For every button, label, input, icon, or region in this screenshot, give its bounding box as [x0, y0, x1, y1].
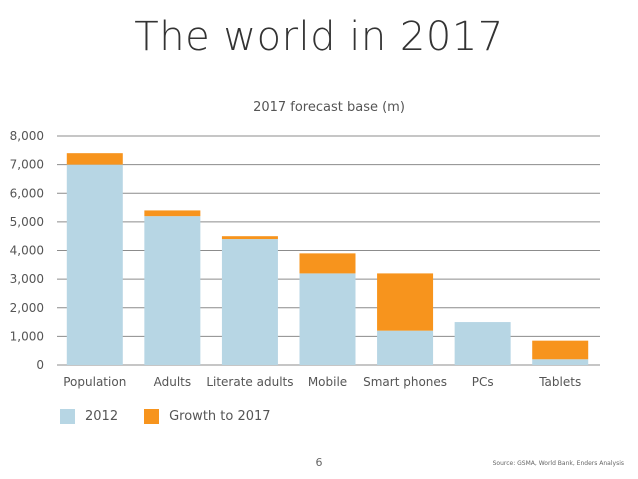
- legend: 2012 Growth to 2017: [60, 404, 297, 428]
- bar-2012-literate-adults: [221, 239, 278, 365]
- bar-2012-adults: [144, 216, 201, 365]
- legend-swatch-growth: [144, 408, 160, 424]
- legend-item-growth: Growth to 2017: [144, 408, 271, 424]
- bar-2012-pcs: [454, 322, 511, 365]
- bar-growth-literate-adults: [221, 236, 278, 240]
- x-tick-label: Tablets: [538, 375, 581, 389]
- y-tick-label: 4,000: [10, 244, 44, 258]
- chart-title: 2017 forecast base (m): [253, 100, 405, 115]
- y-axis-tick-labels: 0 1,000 2,000 3,000 4,000 5,000 6,000 7,000 8,00…: [10, 129, 44, 372]
- bar-growth-adults: [144, 210, 201, 217]
- bar-2012-population: [66, 164, 123, 365]
- y-tick-label: 0: [36, 358, 44, 372]
- bar-2012-smart-phones: [377, 330, 434, 365]
- x-tick-label: Adults: [154, 375, 192, 389]
- y-tick-label: 7,000: [10, 158, 44, 172]
- legend-swatch-2012: [60, 408, 75, 424]
- legend-item-2012: 2012: [60, 408, 119, 424]
- x-tick-label: PCs: [472, 375, 494, 389]
- legend-label-growth: Growth to 2017: [169, 408, 271, 424]
- bar-2012-tablets: [532, 359, 589, 365]
- y-tick-label: 6,000: [10, 186, 44, 200]
- bar-growth-tablets: [532, 340, 589, 360]
- bar-growth-mobile: [299, 253, 356, 274]
- slide-title: The world in 2017: [134, 14, 504, 60]
- y-tick-label: 3,000: [10, 272, 44, 286]
- bar-growth-smart-phones: [377, 273, 434, 331]
- y-tick-label: 1,000: [10, 329, 44, 343]
- y-tick-label: 8,000: [10, 129, 44, 143]
- legend-label-2012: 2012: [85, 408, 119, 424]
- x-axis-tick-labels: Population Adults Literate adults Mobile Sma…: [63, 375, 581, 389]
- bars: [66, 153, 589, 365]
- x-tick-label: Population: [63, 375, 126, 389]
- x-tick-label: Mobile: [308, 375, 347, 389]
- page-number: 6: [315, 456, 323, 469]
- bar-growth-population: [66, 153, 123, 165]
- y-tick-label: 2,000: [10, 301, 44, 315]
- x-tick-label: Smart phones: [363, 375, 447, 389]
- source-note: Source: GSMA, World Bank, Enders Analysi…: [492, 460, 624, 467]
- y-tick-label: 5,000: [10, 215, 44, 229]
- bar-2012-mobile: [299, 273, 356, 365]
- x-tick-label: Literate adults: [206, 375, 293, 389]
